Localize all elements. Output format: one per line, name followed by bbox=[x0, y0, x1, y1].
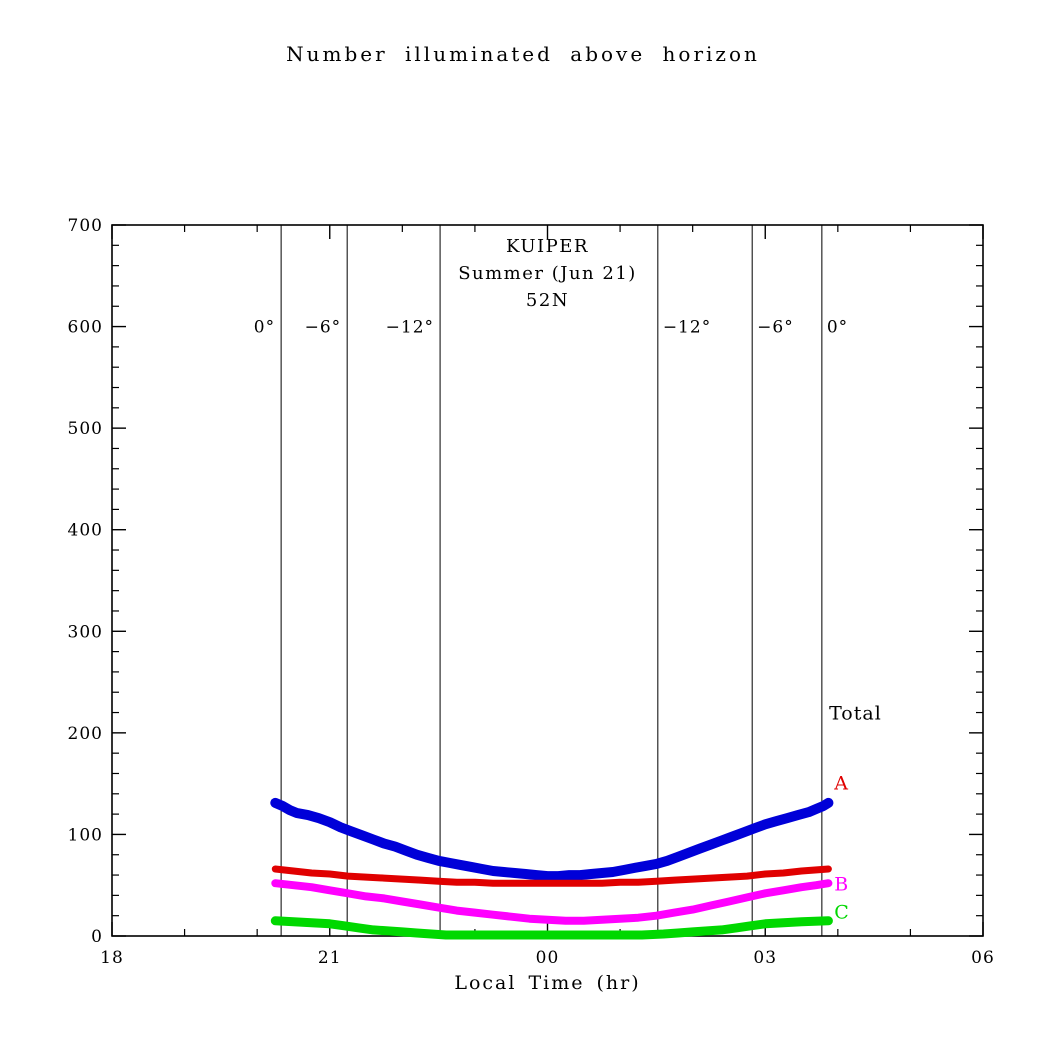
series-a-label: A bbox=[833, 773, 849, 795]
series-b-curve bbox=[271, 879, 833, 925]
x-tick-label: 21 bbox=[318, 948, 342, 968]
annotation-site: KUIPER bbox=[506, 236, 589, 257]
plot-frame bbox=[111, 224, 984, 937]
twilight-label-0: 0° bbox=[254, 318, 275, 338]
series-a-curve bbox=[271, 865, 832, 887]
y-tick-label: 500 bbox=[68, 419, 103, 439]
twilight-label-2: −12° bbox=[386, 318, 434, 338]
twilight-label-3: −12° bbox=[663, 318, 711, 338]
y-tick-label: 100 bbox=[68, 825, 103, 845]
series-total-curve bbox=[270, 797, 834, 882]
series-total-label: Total bbox=[829, 703, 882, 725]
x-tick-label: 06 bbox=[971, 948, 995, 968]
series-c-label: C bbox=[834, 902, 850, 924]
twilight-label-5: 0° bbox=[827, 318, 848, 338]
twilight-label-1: −6° bbox=[305, 318, 342, 338]
y-tick-label: 700 bbox=[68, 216, 103, 236]
series-b-label: B bbox=[834, 873, 849, 895]
plot-annotations: KUIPER Summer (Jun 21) 52N bbox=[112, 233, 983, 314]
chart-title: Number illuminated above horizon bbox=[286, 42, 760, 66]
y-tick-label: 0 bbox=[91, 927, 103, 947]
series-c-curve bbox=[270, 916, 833, 940]
y-tick-label: 400 bbox=[68, 521, 103, 541]
annotation-season: Summer (Jun 21) bbox=[458, 263, 637, 284]
y-tick-label: 300 bbox=[68, 622, 103, 642]
x-tick-label: 18 bbox=[100, 948, 124, 968]
x-axis-label: Local Time (hr) bbox=[454, 972, 641, 994]
x-tick-label: 03 bbox=[753, 948, 777, 968]
twilight-label-4: −6° bbox=[757, 318, 794, 338]
x-tick-label: 00 bbox=[536, 948, 560, 968]
y-tick-label: 200 bbox=[68, 724, 103, 744]
annotation-latitude: 52N bbox=[525, 290, 570, 311]
y-tick-label: 600 bbox=[68, 318, 103, 338]
